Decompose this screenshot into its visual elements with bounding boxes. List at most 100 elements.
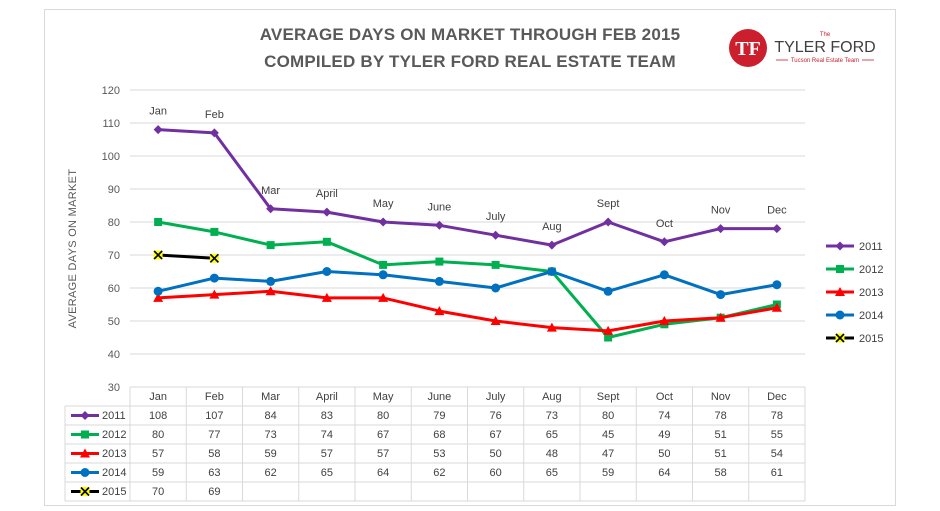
table-cell: 78 <box>771 410 783 422</box>
table-cell: 47 <box>602 448 614 460</box>
table-cell: 64 <box>658 467 670 479</box>
chart-title: AVERAGE DAYS ON MARKET THROUGH FEB 2015 <box>259 25 681 44</box>
legend-marker-2011 <box>835 241 845 251</box>
table-cell: 80 <box>152 429 164 441</box>
data-point-2013 <box>715 312 726 322</box>
data-point-2014 <box>603 286 613 296</box>
data-point-2012 <box>604 333 613 342</box>
month-label: Aug <box>542 221 562 233</box>
data-point-2014 <box>716 290 726 300</box>
table-cell: 67 <box>377 429 389 441</box>
y-tick-label: 110 <box>102 118 120 130</box>
table-cell: 68 <box>433 429 445 441</box>
table-cell: 54 <box>771 448 783 460</box>
legend-marker-2014 <box>835 310 845 320</box>
table-cell: 65 <box>321 467 333 479</box>
month-label: May <box>373 198 394 210</box>
table-cell: 63 <box>208 467 220 479</box>
table-header-cell: June <box>427 391 451 403</box>
table-cell: 69 <box>208 486 220 498</box>
data-point-2011 <box>322 207 332 217</box>
table-cell: 57 <box>152 448 164 460</box>
table-legend-marker-2012 <box>81 430 89 439</box>
table-legend-marker-2011 <box>80 411 90 420</box>
data-point-2011 <box>266 204 276 214</box>
month-label: June <box>427 201 451 213</box>
data-point-2013 <box>771 302 782 312</box>
legend-marker-2012 <box>836 265 844 273</box>
data-point-2011 <box>659 237 669 247</box>
y-axis-label: AVERAGE DAYS ON MARKET <box>67 169 79 329</box>
table-cell: 70 <box>152 486 164 498</box>
data-point-2013 <box>434 306 445 316</box>
data-point-2014 <box>266 276 276 286</box>
series-line-2015 <box>158 253 215 260</box>
y-tick-label: 120 <box>102 85 120 97</box>
series-line-2013 <box>158 289 778 333</box>
logo-mark: TF <box>735 38 761 60</box>
data-point-2014 <box>772 280 782 290</box>
data-point-2011 <box>716 224 726 234</box>
tyler-ford-logo: TF The TYLER FORD Tucson Real Estate Tea… <box>729 29 876 67</box>
y-tick-label: 70 <box>108 250 120 262</box>
table-header-cell: May <box>373 391 394 403</box>
data-point-2013 <box>378 292 389 302</box>
table-header-cell: Dec <box>767 391 787 403</box>
y-tick-label: 90 <box>108 184 120 196</box>
table-legend-marker-2015 <box>80 486 90 497</box>
data-point-2012 <box>266 241 275 250</box>
table-cell: 79 <box>433 410 445 422</box>
y-tick-label: 50 <box>108 316 120 328</box>
table-cell: 64 <box>377 467 389 479</box>
table-cell: 45 <box>602 429 614 441</box>
table-header-cell: Mar <box>261 391 280 403</box>
data-point-2014 <box>153 286 163 296</box>
logo-circle-icon <box>729 29 767 67</box>
table-header-cell: Aug <box>542 391 562 403</box>
data-point-2013 <box>490 316 501 325</box>
data-point-2013 <box>603 325 614 335</box>
data-point-2012 <box>379 260 388 269</box>
data-point-2014 <box>659 270 669 280</box>
table-row-label: 2014 <box>102 467 126 479</box>
table-header-cell: April <box>316 391 338 403</box>
table-cell: 107 <box>205 410 223 422</box>
y-tick-label: 100 <box>102 151 120 163</box>
data-point-2012 <box>491 260 500 269</box>
logo-small-text: The <box>820 32 831 38</box>
data-point-2011 <box>772 224 782 234</box>
data-point-2011 <box>209 128 219 138</box>
data-point-2011 <box>153 125 163 135</box>
data-point-2012 <box>435 257 444 266</box>
data-point-2012 <box>154 218 163 226</box>
data-point-2013 <box>659 316 670 325</box>
table-cell: 73 <box>546 410 558 422</box>
chart-subtitle: COMPILED BY TYLER FORD REAL ESTATE TEAM <box>264 52 676 71</box>
table-cell: 67 <box>490 429 502 441</box>
month-label: Mar <box>261 185 280 197</box>
data-point-2015 <box>153 250 163 260</box>
table-legend-marker-2014 <box>80 468 90 477</box>
logo-tagline: Tucson Real Estate Team <box>791 58 859 64</box>
table-cell: 48 <box>546 448 558 460</box>
table-row-label: 2012 <box>102 429 126 441</box>
data-point-2011 <box>434 220 444 230</box>
month-label: April <box>316 188 338 200</box>
table-cell: 80 <box>377 410 389 422</box>
legend-marker-2013 <box>835 287 845 296</box>
data-point-2011 <box>547 240 557 250</box>
data-point-2013 <box>321 292 332 302</box>
table-cell: 65 <box>546 429 558 441</box>
data-point-2012 <box>210 227 219 236</box>
table-row-label: 2011 <box>102 410 126 422</box>
table-cell: 78 <box>715 410 727 422</box>
series-line-2014 <box>157 270 778 297</box>
table-cell: 59 <box>152 467 164 479</box>
table-cell: 84 <box>265 410 277 422</box>
table-cell: 55 <box>771 429 783 441</box>
table-cell: 58 <box>715 467 727 479</box>
table-cell: 65 <box>546 467 558 479</box>
data-point-2014 <box>378 270 388 280</box>
table-header-cell: Oct <box>656 391 673 403</box>
